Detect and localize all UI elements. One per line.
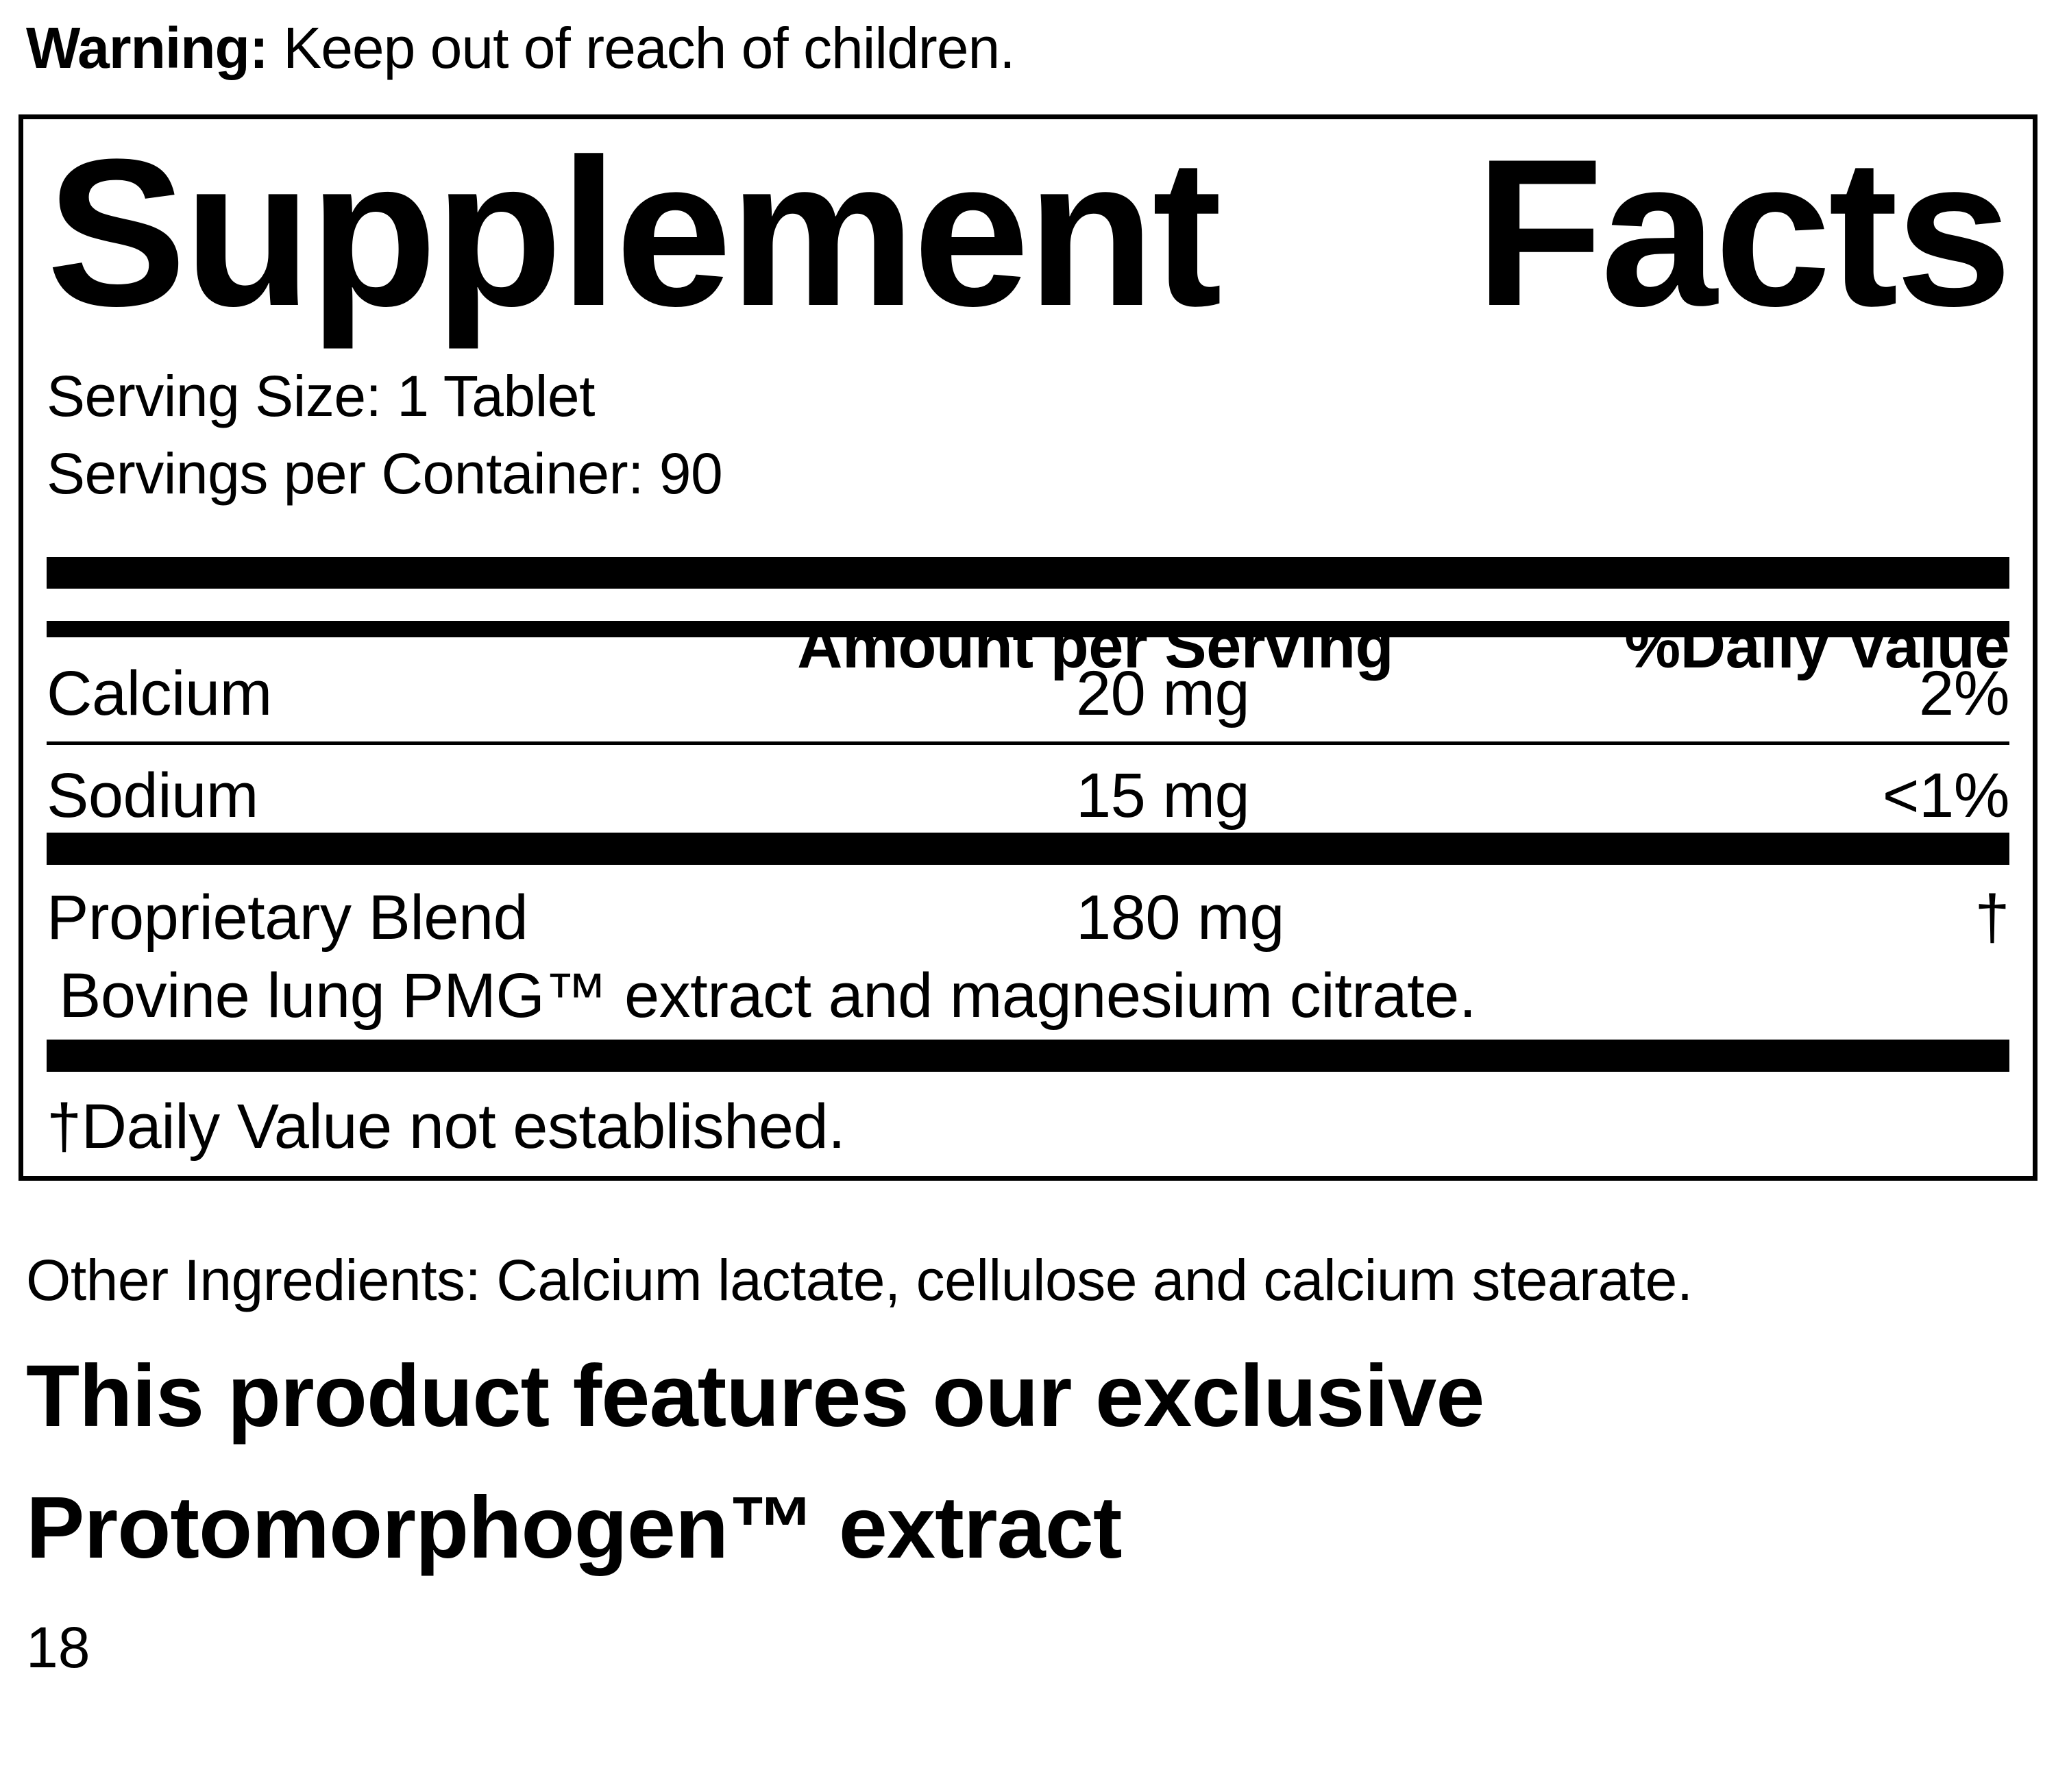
supplement-label-page: Warning: Keep out of reach of children. … xyxy=(0,15,2056,1792)
page-number: 18 xyxy=(26,1615,90,1680)
nutrient-daily-value: 2% xyxy=(1919,658,2009,728)
serving-info: Serving Size: 1 Tablet Servings per Cont… xyxy=(47,358,2009,513)
separator-bar-thick xyxy=(47,1039,2009,1072)
nutrient-name: Sodium xyxy=(47,761,258,831)
separator-rule-thin xyxy=(47,741,2009,746)
warning-label: Warning: xyxy=(26,16,269,80)
table-row-sodium: Sodium 15 mg <1% xyxy=(47,760,2010,833)
proprietary-blend-description: Bovine lung PMG™ extract and magnesium c… xyxy=(59,960,1476,1031)
nutrient-amount: 15 mg xyxy=(1076,761,1250,831)
separator-bar-medium xyxy=(47,620,2009,637)
amount-per-serving-header: Amount per Serving xyxy=(797,611,1394,681)
daily-value-header: %Daily Value xyxy=(1624,611,2009,681)
panel-title-word-2: Facts xyxy=(1475,114,2012,349)
panel-title: Supplement Facts xyxy=(47,114,2012,349)
warning-text: Keep out of reach of children. xyxy=(267,16,1015,80)
nutrient-name: Proprietary Blend xyxy=(47,883,528,953)
nutrient-amount: 180 mg xyxy=(1076,883,1284,953)
supplement-facts-panel: Supplement Facts Serving Size: 1 Tablet … xyxy=(19,114,2037,1181)
daily-value-dagger: † xyxy=(1974,883,2009,953)
warning-line: Warning: Keep out of reach of children. xyxy=(26,15,2030,82)
nutrient-daily-value: <1% xyxy=(1882,761,2010,831)
table-row-calcium: Calcium 20 mg 2% xyxy=(47,658,2009,731)
nutrient-amount: 20 mg xyxy=(1076,658,1250,728)
servings-per-container: Servings per Container: 90 xyxy=(47,441,723,506)
feature-note: This product features our exclusive Prot… xyxy=(26,1331,2030,1594)
nutrient-name: Calcium xyxy=(47,658,272,728)
other-ingredients-line: Other Ingredients: Calcium lactate, cell… xyxy=(26,1247,1693,1312)
separator-bar-thick xyxy=(47,556,2009,589)
panel-title-word-1: Supplement xyxy=(47,114,1222,349)
serving-size: Serving Size: 1 Tablet xyxy=(47,363,595,428)
feature-note-line-1: This product features our exclusive xyxy=(26,1347,1484,1446)
daily-value-footnote: †Daily Value not established. xyxy=(47,1091,846,1162)
feature-note-line-2: Protomorphogen™ extract xyxy=(26,1479,1123,1578)
separator-bar-thick xyxy=(47,833,2009,866)
table-row-proprietary-blend: Proprietary Blend 180 mg † xyxy=(47,882,2009,955)
